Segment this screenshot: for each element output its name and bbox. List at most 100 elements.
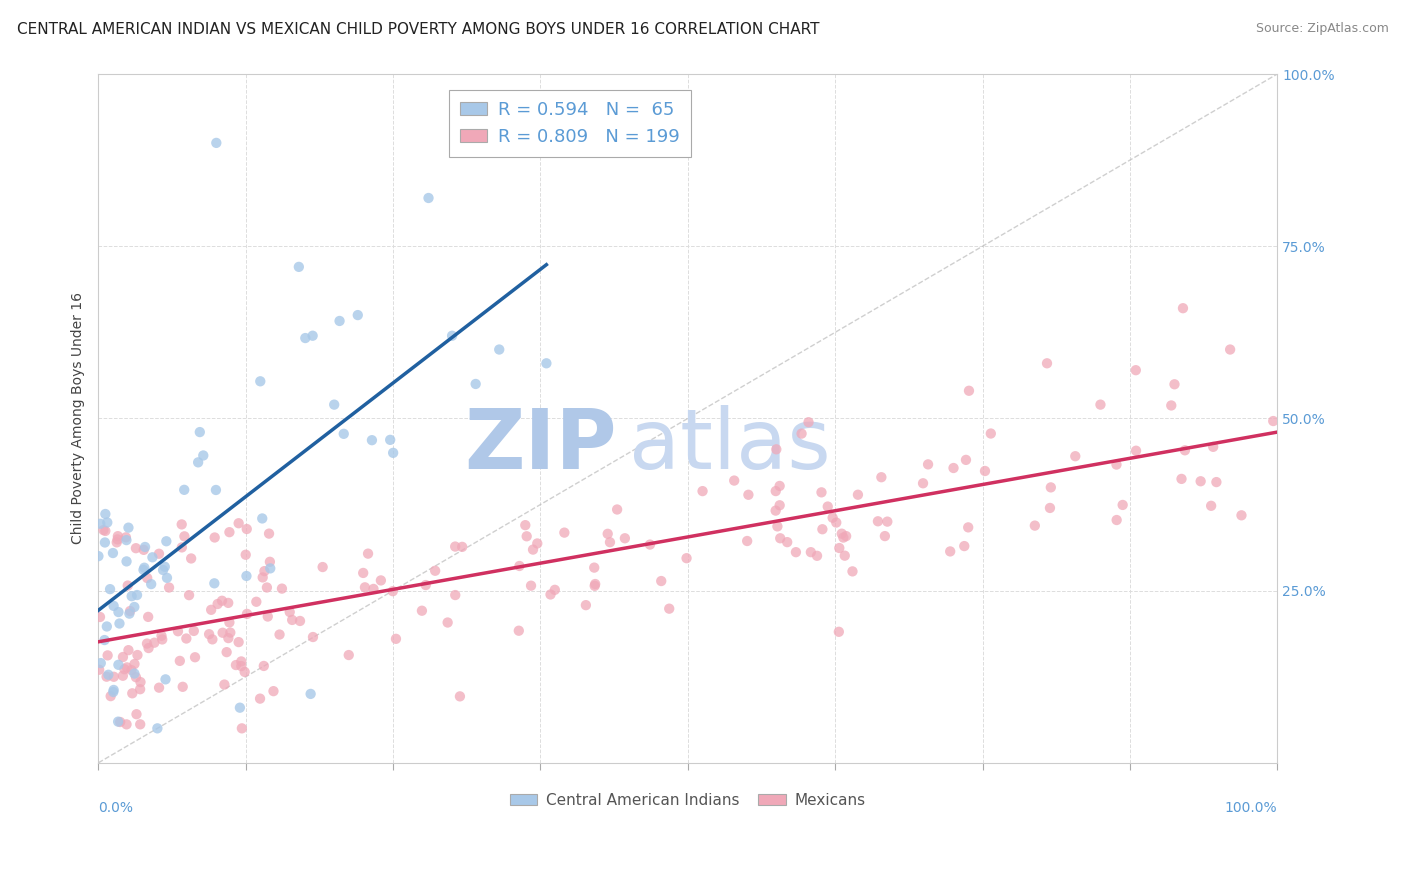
Point [120, 663, 142, 677]
Point [444, 540, 467, 554]
Point [235, 569, 257, 583]
Point [370, 574, 392, 588]
Point [870, 470, 893, 484]
Point [96, 670, 118, 684]
Point [93, 633, 115, 648]
Point [252, 511, 274, 525]
Point [100, 689, 122, 703]
Point [444, 588, 467, 602]
Point [294, 331, 316, 345]
Point [107, 529, 129, 543]
Point [228, 635, 250, 649]
Legend: Central American Indians, Mexicans: Central American Indians, Mexicans [503, 787, 872, 814]
Point [299, 687, 322, 701]
Point [810, 485, 832, 500]
Point [231, 659, 253, 673]
Point [170, 517, 193, 532]
Point [1039, 500, 1062, 515]
Point [346, 308, 368, 322]
Point [136, 571, 159, 585]
Point [214, 677, 236, 691]
Point [259, 555, 281, 569]
Point [97, 648, 120, 663]
Point [94, 524, 117, 538]
Point [115, 660, 138, 674]
Point [583, 577, 606, 591]
Point [1125, 443, 1147, 458]
Point [211, 625, 233, 640]
Point [114, 662, 136, 676]
Point [89, 610, 111, 624]
Point [155, 673, 177, 687]
Point [288, 614, 311, 628]
Point [89, 516, 111, 531]
Point [93, 523, 115, 537]
Point [167, 624, 190, 639]
Point [515, 518, 537, 533]
Point [129, 675, 152, 690]
Point [231, 655, 253, 669]
Point [1174, 443, 1197, 458]
Point [256, 609, 278, 624]
Point [354, 580, 377, 594]
Point [425, 564, 447, 578]
Point [766, 519, 789, 533]
Point [1202, 440, 1225, 454]
Point [834, 549, 856, 563]
Point [138, 641, 160, 656]
Point [103, 670, 125, 684]
Point [87, 549, 110, 563]
Point [107, 533, 129, 547]
Point [516, 529, 538, 543]
Point [508, 559, 530, 574]
Point [183, 624, 205, 638]
Point [173, 483, 195, 497]
Point [553, 525, 575, 540]
Point [942, 461, 965, 475]
Point [249, 691, 271, 706]
Point [187, 455, 209, 469]
Point [1163, 377, 1185, 392]
Point [1111, 498, 1133, 512]
Point [173, 529, 195, 543]
Point [94, 507, 117, 521]
Point [957, 520, 980, 534]
Point [769, 479, 792, 493]
Point [1125, 363, 1147, 377]
Point [205, 483, 228, 497]
Point [117, 521, 139, 535]
Point [1160, 399, 1182, 413]
Point [1189, 475, 1212, 489]
Point [236, 607, 259, 621]
Point [1230, 508, 1253, 523]
Point [188, 425, 211, 439]
Point [269, 627, 291, 641]
Point [245, 595, 267, 609]
Point [352, 566, 374, 580]
Point [215, 645, 238, 659]
Point [811, 522, 834, 536]
Point [125, 670, 148, 684]
Point [156, 571, 179, 585]
Point [1105, 513, 1128, 527]
Point [790, 426, 813, 441]
Point [125, 707, 148, 722]
Point [217, 596, 239, 610]
Point [124, 599, 146, 614]
Text: atlas: atlas [628, 406, 831, 486]
Point [103, 599, 125, 613]
Point [544, 582, 567, 597]
Point [381, 584, 404, 599]
Text: 0.0%: 0.0% [98, 801, 134, 814]
Point [96, 619, 118, 633]
Point [1205, 475, 1227, 489]
Point [108, 616, 131, 631]
Point [974, 464, 997, 478]
Point [97, 667, 120, 681]
Point [121, 686, 143, 700]
Point [301, 328, 323, 343]
Point [172, 680, 194, 694]
Point [361, 433, 384, 447]
Point [765, 484, 787, 499]
Point [436, 615, 458, 630]
